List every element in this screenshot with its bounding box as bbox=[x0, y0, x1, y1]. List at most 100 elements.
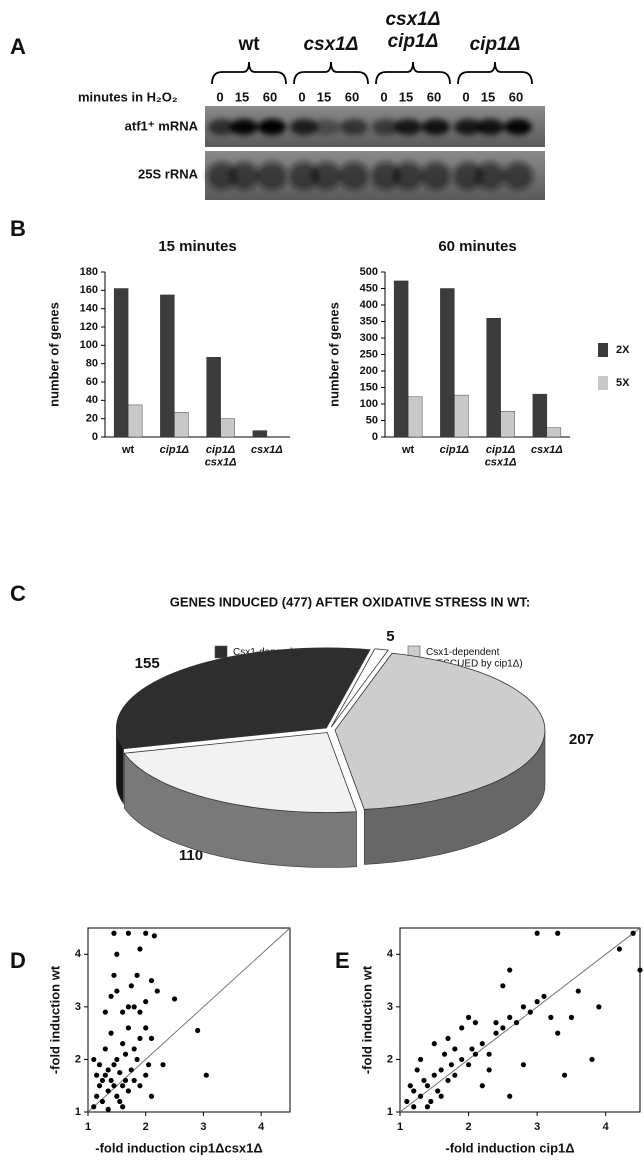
y-tick-label: 1 bbox=[75, 1106, 81, 1118]
y-tick-label: 100 bbox=[360, 398, 378, 410]
row-label: 25S rRNA bbox=[138, 166, 199, 181]
point bbox=[111, 973, 116, 978]
group-label: wt bbox=[237, 34, 260, 55]
point bbox=[631, 931, 636, 936]
bar bbox=[440, 289, 454, 438]
chart-title: 15 minutes bbox=[158, 238, 236, 255]
point bbox=[137, 1083, 142, 1088]
y-tick-label: 180 bbox=[80, 266, 98, 278]
point bbox=[100, 1099, 105, 1104]
legend-label: 2X bbox=[616, 344, 630, 356]
point bbox=[132, 1078, 137, 1083]
point bbox=[117, 1070, 122, 1075]
point bbox=[143, 931, 148, 936]
band bbox=[394, 119, 422, 135]
point bbox=[149, 978, 154, 983]
point bbox=[425, 1104, 430, 1109]
panel-label: D bbox=[10, 948, 26, 973]
band bbox=[229, 162, 259, 190]
point bbox=[418, 1094, 423, 1099]
lane-label: 60 bbox=[427, 89, 441, 104]
legend-label: 5X bbox=[616, 377, 630, 389]
identity-line bbox=[400, 928, 640, 1112]
point bbox=[415, 1067, 420, 1072]
point bbox=[452, 1046, 457, 1051]
point bbox=[137, 1010, 142, 1015]
y-axis-label: -fold induction wt bbox=[359, 965, 374, 1074]
point bbox=[466, 1062, 471, 1067]
lane-label: 60 bbox=[345, 89, 359, 104]
y-axis-label: number of genes bbox=[46, 302, 61, 407]
point bbox=[120, 1104, 125, 1109]
x-tick-label: 3 bbox=[534, 1121, 540, 1133]
point bbox=[103, 1073, 108, 1078]
point bbox=[126, 1088, 131, 1093]
point bbox=[507, 1015, 512, 1020]
chart-title: 60 minutes bbox=[438, 238, 516, 255]
row-label: atf1⁺ mRNA bbox=[125, 118, 199, 133]
point bbox=[106, 1088, 111, 1093]
point bbox=[411, 1088, 416, 1093]
point bbox=[459, 1057, 464, 1062]
y-axis-label: number of genes bbox=[326, 302, 341, 407]
x-tick-label: wt bbox=[401, 444, 415, 456]
x-tick-label: cip1Δ bbox=[160, 444, 189, 456]
bar bbox=[207, 357, 221, 437]
point bbox=[459, 1025, 464, 1030]
x-tick-label: csx1Δ bbox=[251, 444, 283, 456]
bracket bbox=[294, 62, 368, 84]
y-tick-label: 450 bbox=[360, 282, 378, 294]
lane-label: 0 bbox=[216, 89, 223, 104]
y-tick-label: 300 bbox=[360, 332, 378, 344]
point bbox=[152, 933, 157, 938]
panel-label: C bbox=[10, 581, 26, 606]
band bbox=[258, 119, 286, 135]
lane-label: 15 bbox=[317, 89, 331, 104]
y-tick-label: 3 bbox=[387, 1001, 393, 1013]
y-tick-label: 350 bbox=[360, 315, 378, 327]
bracket bbox=[376, 62, 450, 84]
point bbox=[535, 999, 540, 1004]
point bbox=[535, 931, 540, 936]
bar bbox=[174, 412, 188, 437]
point bbox=[111, 1062, 116, 1067]
figure: A B C D E minutes in H₂O₂ atf1⁺ mRNA 25S… bbox=[0, 0, 644, 1165]
point bbox=[106, 1067, 111, 1072]
point bbox=[146, 1062, 151, 1067]
x-tick-label: cip1Δcsx1Δ bbox=[205, 444, 237, 469]
point bbox=[149, 1094, 154, 1099]
y-tick-label: 500 bbox=[360, 266, 378, 278]
bar bbox=[487, 318, 501, 437]
band bbox=[393, 162, 423, 190]
point bbox=[91, 1057, 96, 1062]
point bbox=[111, 1083, 116, 1088]
lane-label: 0 bbox=[462, 89, 469, 104]
x-tick-label: 3 bbox=[200, 1121, 206, 1133]
point bbox=[541, 994, 546, 999]
point bbox=[132, 1004, 137, 1009]
y-tick-label: 400 bbox=[360, 299, 378, 311]
bar bbox=[501, 411, 515, 437]
point bbox=[91, 1104, 96, 1109]
point bbox=[108, 1031, 113, 1036]
point bbox=[428, 1099, 433, 1104]
point bbox=[548, 1015, 553, 1020]
y-tick-label: 250 bbox=[360, 348, 378, 360]
band bbox=[475, 162, 505, 190]
point bbox=[452, 1073, 457, 1078]
point bbox=[120, 1041, 125, 1046]
point bbox=[129, 1067, 134, 1072]
point bbox=[134, 973, 139, 978]
point bbox=[94, 1094, 99, 1099]
lane-label: 0 bbox=[298, 89, 305, 104]
point bbox=[97, 1083, 102, 1088]
band bbox=[503, 162, 533, 190]
lane-label: 15 bbox=[481, 89, 495, 104]
y-tick-label: 60 bbox=[86, 376, 98, 388]
point bbox=[143, 999, 148, 1004]
bar bbox=[221, 419, 235, 437]
y-tick-label: 2 bbox=[75, 1053, 81, 1065]
x-tick-label: 2 bbox=[143, 1121, 149, 1133]
point bbox=[442, 1052, 447, 1057]
